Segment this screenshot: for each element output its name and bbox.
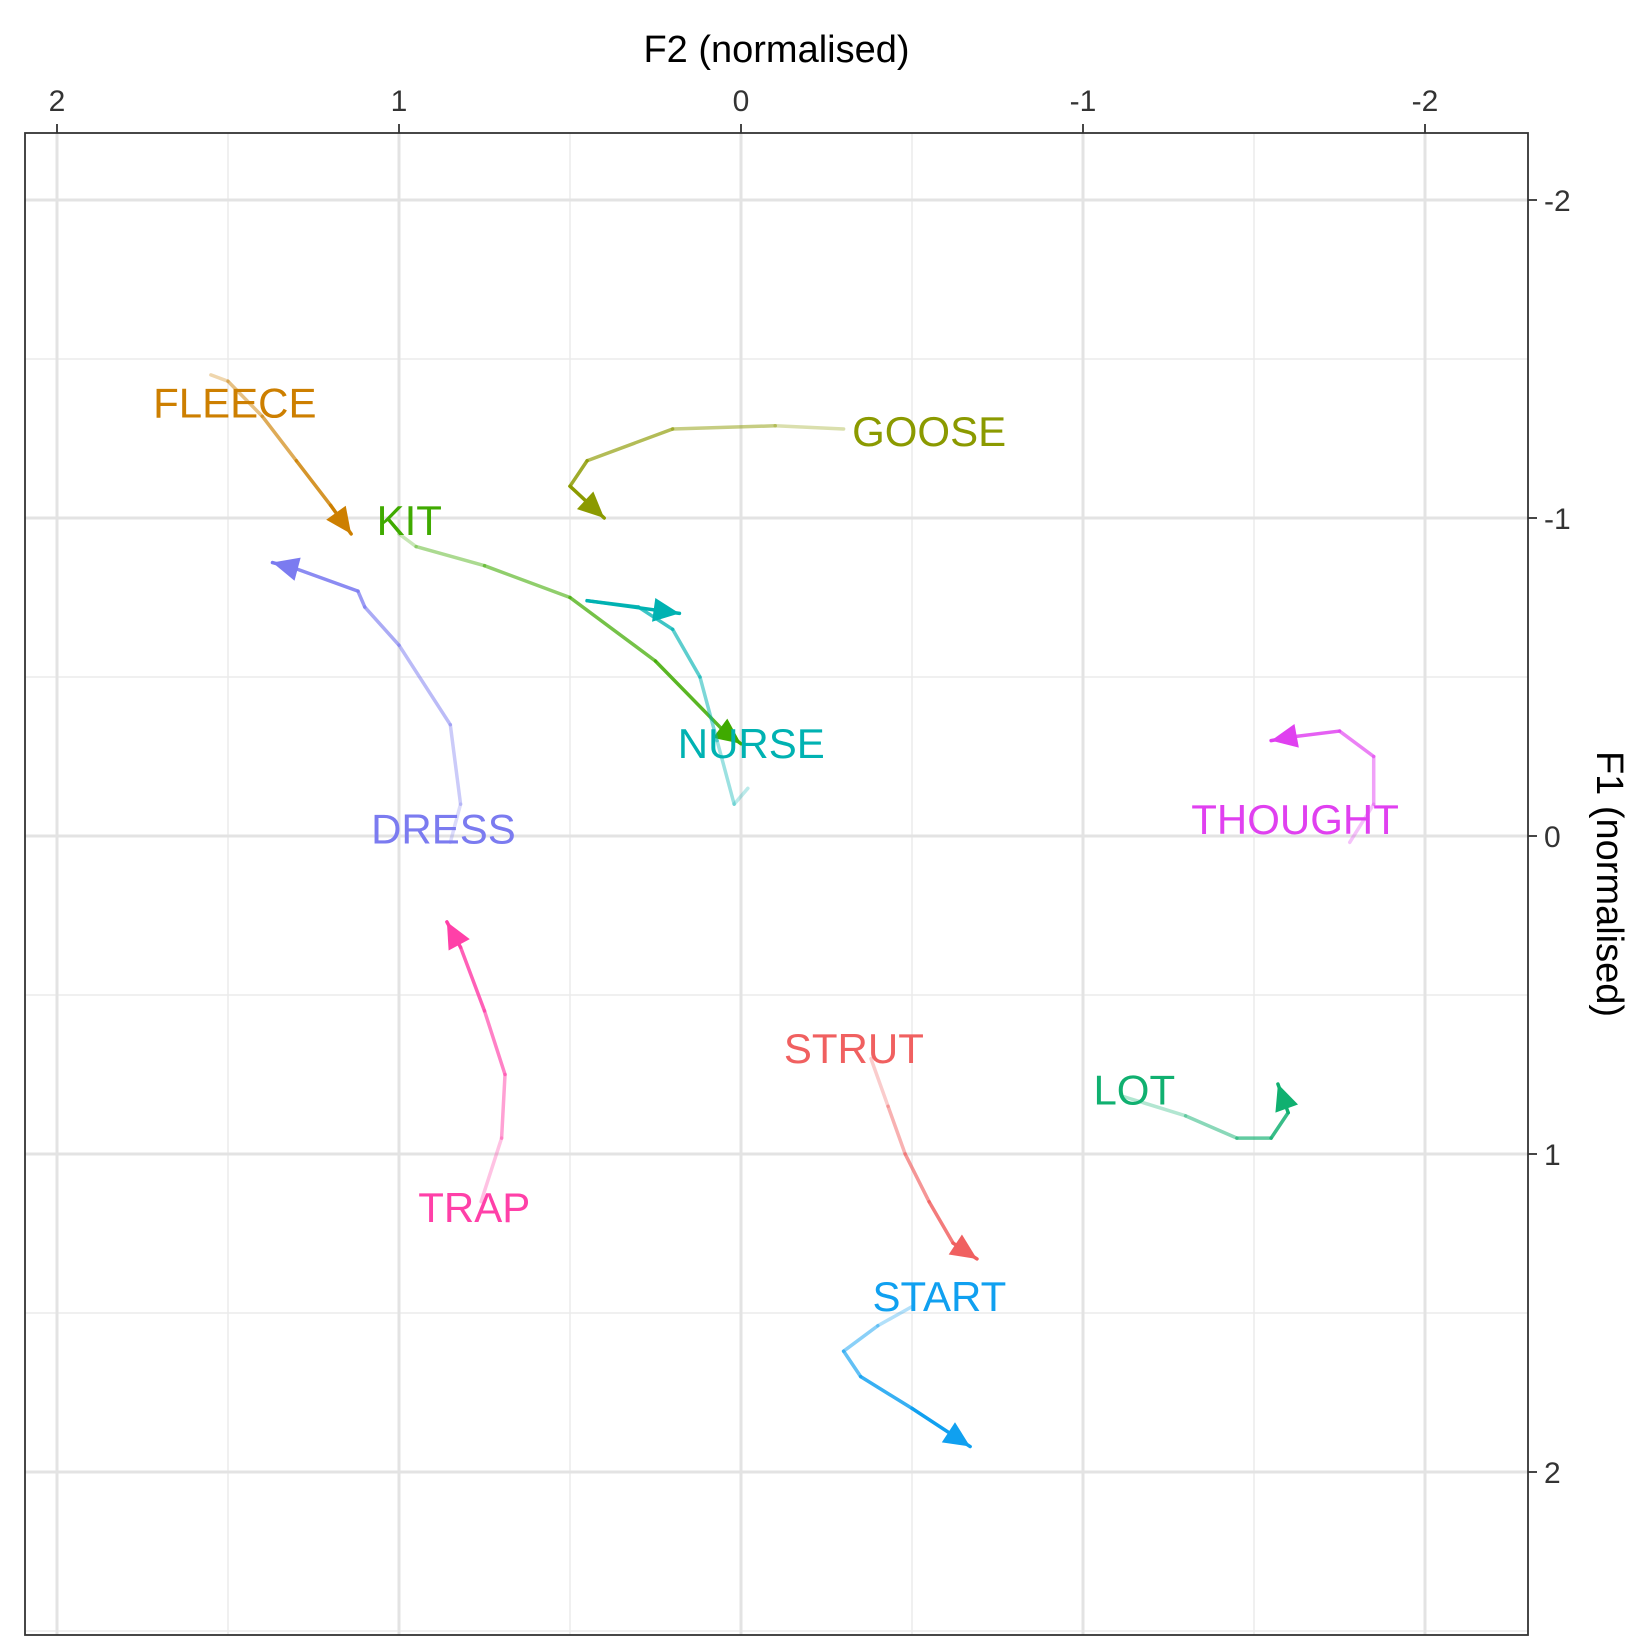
trajectory-segment [568, 595, 658, 663]
trajectory-segment [1337, 729, 1376, 759]
trajectory-segment [1183, 1114, 1239, 1140]
y-tick-label: 2 [1544, 1457, 1561, 1490]
trajectory-arrowhead [1271, 724, 1299, 748]
trajectory-thought [1269, 724, 1376, 845]
trajectories [209, 373, 1376, 1449]
trajectory-segment [356, 589, 367, 609]
trajectory-fleece [209, 373, 353, 536]
y-tick-label: 1 [1544, 1139, 1561, 1172]
y-tick-label: -1 [1544, 503, 1571, 536]
vowel-label-trap: TRAP [418, 1184, 530, 1231]
trajectory-segment [841, 1323, 880, 1353]
axes: 2 1 0 -1 -2 -2 -1 0 1 2 [24, 85, 1571, 1636]
grid [25, 133, 1528, 1635]
vowel-label-start: START [872, 1273, 1006, 1320]
trajectory-lot [1122, 1082, 1299, 1140]
vowel-label-nurse: NURSE [678, 720, 825, 767]
trajectory-segment [294, 459, 333, 508]
vowel-labels: FLEECE GOOSE KIT NURSE DRESS THOUGHT TRAP STRUT… [153, 380, 1399, 1321]
vowel-label-dress: DRESS [371, 806, 516, 853]
trajectory-start [841, 1304, 972, 1449]
trajectory-arrowhead [941, 1422, 971, 1447]
trajectory-arrowhead [1275, 1084, 1299, 1113]
trajectory-segment [482, 563, 572, 600]
trajectory-segment [568, 459, 589, 488]
x-tick-label: 1 [391, 85, 408, 118]
trajectory-segment [886, 1104, 907, 1156]
trajectory-segment [209, 373, 230, 384]
vowel-label-fleece: FLEECE [153, 380, 316, 427]
trajectory-segment [226, 379, 264, 418]
trajectory-segment [1122, 1095, 1188, 1118]
trajectory-segment [585, 427, 675, 463]
trajectory-segment [927, 1199, 955, 1245]
trajectory-segment [869, 1056, 890, 1109]
trajectory-segment [260, 414, 299, 463]
trajectory-segment [499, 1072, 507, 1140]
x-tick-label: 2 [49, 85, 66, 118]
trajectory-segment [903, 1152, 931, 1204]
trajectory-segment [397, 532, 418, 549]
trajectory-segment [732, 786, 750, 806]
trajectory-segment [1348, 802, 1376, 845]
trajectory-segment [858, 1374, 914, 1411]
trajectory-segment [479, 1136, 504, 1204]
trajectory-dress [270, 557, 463, 845]
trajectory-segment [458, 945, 487, 1013]
trajectory-arrowhead [712, 718, 741, 744]
trajectory-segment [670, 424, 777, 431]
trajectory-arrowhead [272, 557, 301, 581]
trajectory-arrowhead [446, 921, 470, 951]
vowel-label-kit: KIT [377, 497, 442, 544]
y-axis-title: F1 (normalised) [1588, 751, 1630, 1017]
trajectory-arrowhead [652, 597, 680, 622]
vowel-label-lot: LOT [1093, 1066, 1175, 1113]
x-tick-label: -2 [1412, 85, 1439, 118]
trajectory-arrowhead [948, 1234, 977, 1259]
trajectory-goose [568, 424, 846, 520]
trajectory-segment [448, 722, 463, 806]
trajectory-segment [1269, 1110, 1290, 1140]
trajectory-segment [482, 1009, 507, 1077]
trajectory-segment [448, 802, 463, 845]
trajectory-trap [445, 920, 507, 1204]
panel-border [24, 132, 1529, 1636]
trajectory-kit [397, 532, 743, 746]
y-tick-label: -2 [1544, 185, 1571, 218]
trajectory-segment [397, 643, 453, 727]
trajectory-arrowhead [576, 491, 605, 518]
trajectory-nurse [585, 597, 750, 806]
y-tick-label: 0 [1544, 821, 1561, 854]
vowel-label-thought: THOUGHT [1191, 796, 1399, 843]
vowel-label-goose: GOOSE [852, 408, 1006, 455]
x-tick-label: 0 [733, 85, 750, 118]
vowel-label-strut: STRUT [784, 1025, 924, 1072]
trajectory-segment [670, 627, 702, 679]
x-tick-label: -1 [1070, 85, 1097, 118]
trajectory-segment [363, 605, 401, 647]
x-axis-title: F2 (normalised) [643, 29, 909, 71]
trajectory-segment [414, 544, 487, 568]
trajectory-segment [841, 1349, 863, 1379]
trajectory-segment [876, 1304, 914, 1328]
trajectory-strut [869, 1056, 979, 1261]
trajectory-segment [698, 675, 719, 743]
trajectory-segment [773, 424, 846, 431]
trajectory-segment [715, 738, 736, 806]
trajectory-arrowhead [326, 505, 352, 534]
trajectory-segment [294, 567, 360, 593]
